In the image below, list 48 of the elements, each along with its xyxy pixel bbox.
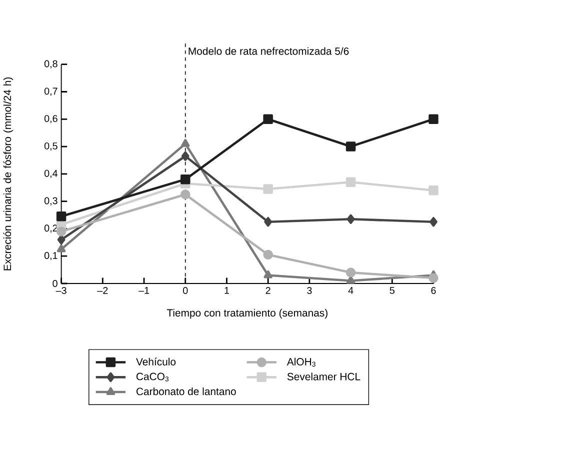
y-tick-label: 0,5 bbox=[44, 142, 58, 151]
point bbox=[428, 186, 438, 196]
point bbox=[264, 270, 272, 279]
point bbox=[263, 114, 273, 124]
x-tick-label: 4 bbox=[348, 287, 354, 294]
legend-label: Sevelamer HCL bbox=[287, 372, 360, 381]
point bbox=[263, 184, 273, 194]
x-tick-label: 1 bbox=[224, 287, 229, 294]
x-tick-label: –2 bbox=[97, 287, 108, 294]
y-tick-label: 0,7 bbox=[44, 88, 58, 96]
x-tick-label: –1 bbox=[138, 287, 150, 294]
y-tick-label: 0,8 bbox=[44, 60, 58, 69]
point bbox=[56, 212, 66, 222]
legend-label: Carbonato de lantano bbox=[136, 388, 236, 396]
y-tick-label: 0,4 bbox=[44, 170, 58, 178]
legend-label: AlOH$_{3}$ bbox=[286, 358, 316, 367]
point bbox=[346, 178, 356, 188]
point bbox=[180, 174, 190, 185]
point bbox=[346, 142, 356, 152]
y-tick-label: 0,1 bbox=[44, 252, 58, 260]
y-tick-label: 0,6 bbox=[44, 115, 58, 124]
point bbox=[181, 139, 190, 148]
point bbox=[430, 217, 438, 227]
point bbox=[346, 214, 355, 224]
x-tick-label: 5 bbox=[390, 287, 394, 294]
y-axis-title: Excreción urinaria de fósforo (mmol/24 h) bbox=[3, 78, 14, 270]
legend-label: Vehículo bbox=[136, 358, 176, 366]
point bbox=[346, 276, 356, 284]
point bbox=[428, 114, 438, 124]
point bbox=[56, 226, 66, 237]
ref-line-label: Modelo de rata nefrectomizada 5/6 bbox=[188, 47, 349, 56]
point bbox=[180, 190, 190, 200]
legend-label: CaCO$_{3}$ bbox=[136, 373, 169, 382]
x-tick-label: 2 bbox=[266, 287, 270, 294]
y-tick-label: 0 bbox=[52, 280, 58, 288]
point bbox=[57, 235, 66, 245]
x-tick-label: 0 bbox=[183, 287, 188, 294]
point bbox=[428, 273, 438, 284]
x-tick-label: –3 bbox=[56, 287, 66, 294]
x-axis-title: Tiempo con tratamiento (semanas) bbox=[166, 309, 328, 319]
y-tick-label: 0,3 bbox=[44, 198, 58, 206]
x-tick-label: 6 bbox=[431, 287, 436, 294]
point bbox=[264, 217, 272, 227]
point bbox=[346, 268, 356, 278]
x-tick-label: 3 bbox=[307, 287, 312, 294]
point bbox=[56, 244, 66, 253]
point bbox=[263, 250, 273, 260]
point bbox=[181, 152, 190, 162]
